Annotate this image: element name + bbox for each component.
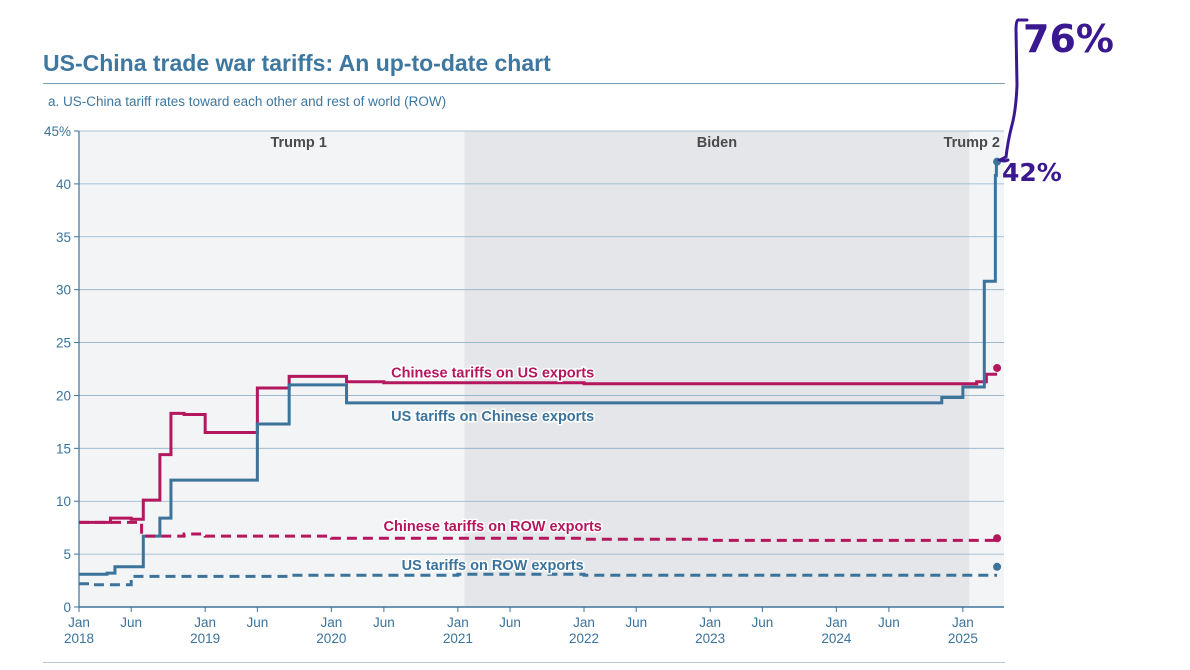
x-tick-label-2021-01-01: Jan — [447, 615, 469, 630]
series-endpoint-us-tariffs-on-row-exports — [993, 562, 1002, 571]
x-tick-label-2022-01-01: Jan — [573, 615, 595, 630]
series-line-chinese-tariffs-on-us-exports — [79, 372, 998, 524]
y-tick-label-30: 30 — [56, 283, 71, 298]
y-tick-label-15: 15 — [56, 441, 71, 456]
x-tick-year-2018: 2018 — [64, 631, 94, 646]
y-tick-label-5: 5 — [63, 547, 71, 562]
period-band-trump-1 — [79, 131, 465, 607]
x-tick-label-2020-06-01: Jun — [373, 615, 395, 630]
series-line-us-tariffs-on-chinese-exports — [79, 163, 998, 576]
series-endpoint-chinese-tariffs-on-row-exports — [993, 534, 1002, 543]
x-tick-label-2024-01-01: Jan — [825, 615, 847, 630]
x-tick-year-2020: 2020 — [316, 631, 346, 646]
y-tick-label-0: 0 — [63, 600, 71, 615]
period-band-biden — [464, 131, 970, 607]
series-label-chinese-tariffs-on-us-exports: Chinese tariffs on US exports — [391, 365, 594, 381]
x-tick-label-2020-01-01: Jan — [320, 615, 342, 630]
series-line-us-tariffs-on-row-exports — [79, 572, 998, 587]
x-tick-year-2024: 2024 — [821, 631, 852, 646]
chart-title: US-China trade war tariffs: An up-to-dat… — [43, 50, 551, 76]
series-label-us-tariffs-on-chinese-exports: US tariffs on Chinese exports — [391, 409, 594, 425]
handwritten-annotation: 76% 42% — [996, 17, 1114, 187]
period-label-biden: Biden — [697, 135, 737, 151]
x-tick-year-2023: 2023 — [695, 631, 725, 646]
x-tick-label-2025-01-01: Jan — [952, 615, 974, 630]
y-tick-label-45: 45% — [44, 124, 71, 139]
title-divider — [43, 83, 1005, 84]
bottom-divider — [43, 662, 1005, 663]
series-label-chinese-tariffs-on-row-exports: Chinese tariffs on ROW exports — [384, 519, 602, 535]
x-tick-label-2022-06-01: Jun — [625, 615, 647, 630]
x-tick-label-2023-06-01: Jun — [751, 615, 773, 630]
x-tick-year-2022: 2022 — [569, 631, 599, 646]
x-tick-label-2023-01-01: Jan — [699, 615, 721, 630]
y-tick-label-35: 35 — [56, 230, 71, 245]
x-tick-year-2019: 2019 — [190, 631, 220, 646]
series-label-us-tariffs-on-row-exports: US tariffs on ROW exports — [402, 558, 584, 574]
handwritten-value-42: 42% — [1002, 158, 1062, 187]
y-tick-label-10: 10 — [56, 494, 71, 509]
x-tick-label-2018-01-01: Jan — [68, 615, 90, 630]
y-tick-label-40: 40 — [56, 177, 71, 192]
chart-subtitle: a. US-China tariff rates toward each oth… — [48, 94, 447, 109]
handwritten-bracket — [996, 18, 1029, 163]
x-tick-label-2021-06-01: Jun — [499, 615, 521, 630]
x-tick-label-2019-06-01: Jun — [246, 615, 268, 630]
period-label-trump-1: Trump 1 — [270, 135, 326, 151]
series-endpoint-chinese-tariffs-on-us-exports — [993, 363, 1002, 372]
x-tick-label-2024-06-01: Jun — [878, 615, 900, 630]
x-tick-year-2025: 2025 — [948, 631, 978, 646]
handwritten-value-76: 76% — [1023, 17, 1114, 61]
y-tick-label-20: 20 — [56, 388, 71, 403]
x-tick-label-2019-01-01: Jan — [194, 615, 216, 630]
x-tick-label-2018-06-01: Jun — [120, 615, 142, 630]
period-label-trump-2: Trump 2 — [944, 135, 1000, 151]
x-tick-year-2021: 2021 — [443, 631, 473, 646]
y-tick-label-25: 25 — [56, 336, 71, 351]
